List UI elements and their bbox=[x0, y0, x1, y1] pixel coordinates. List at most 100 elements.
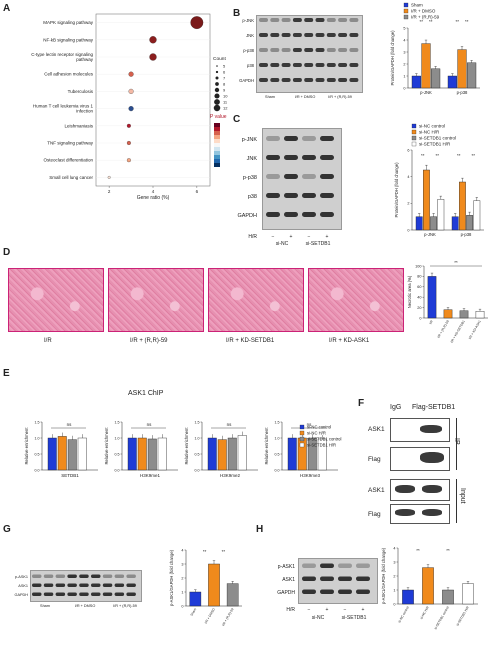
panel-letter-a: A bbox=[3, 3, 11, 14]
panel-e-significance: ns bbox=[227, 422, 233, 427]
f-input-bracket bbox=[456, 479, 457, 523]
panel-a-legend-p-gradient bbox=[214, 139, 220, 143]
panel-b-blot-band bbox=[270, 33, 280, 37]
panel-h-blot-band bbox=[320, 576, 334, 581]
panel-h-hr-mark: − bbox=[308, 607, 311, 613]
panel-b-blot-band bbox=[349, 78, 359, 82]
panel-c-significance: ** bbox=[421, 153, 425, 158]
panel-a-legend-count-label: 9 bbox=[223, 88, 226, 93]
panel-a-legend-p-gradient bbox=[214, 123, 220, 127]
chartC-category-label: p-JNK bbox=[424, 232, 436, 237]
panel-b-blot-band bbox=[315, 48, 325, 52]
panel-b-legend-swatch bbox=[403, 14, 409, 20]
panel-c-group-label: si-SETDB1 bbox=[306, 241, 331, 247]
panel-e-category-label: H3K9me2 bbox=[220, 473, 241, 478]
histology-label-ir: I/R bbox=[44, 338, 52, 344]
chartG-category-label: Sham bbox=[190, 607, 198, 617]
panel-c-blot-band bbox=[302, 136, 316, 141]
panel-b-legend-label: I/R + (R,R)-59 bbox=[411, 15, 440, 20]
panel-c-significance: ** bbox=[435, 153, 439, 158]
f-band-ask1-input-2 bbox=[422, 485, 442, 493]
panel-a-xtick-label: 4 bbox=[152, 189, 155, 194]
panel-a-legend-p-gradient bbox=[214, 127, 220, 131]
panel-c-hr-mark: − bbox=[308, 234, 311, 240]
panel-e-ytick-label: 0.5 bbox=[115, 452, 120, 456]
panel-c-significance: ** bbox=[457, 153, 461, 158]
panel-b-blot-band bbox=[326, 78, 336, 82]
panel-a-legend-count-label: 10 bbox=[223, 94, 228, 99]
panel-h-blot-row-label: GAPDH bbox=[277, 590, 295, 596]
panel-b-blot-band bbox=[326, 48, 336, 52]
panel-g-blot-band bbox=[91, 592, 101, 596]
panel-c-legend-swatch bbox=[411, 123, 417, 129]
panel-a-dot bbox=[128, 106, 134, 112]
f-row-label-ask1-input: ASK1 bbox=[368, 487, 385, 494]
panel-letter-d: D bbox=[3, 247, 11, 258]
panel-a-pathway-label: TNF signaling pathway bbox=[47, 141, 94, 146]
panel-a-legend-p-gradient bbox=[214, 147, 220, 151]
chartB-ytick-label: 1 bbox=[403, 74, 405, 78]
panel-e-ytick-label: 0.5 bbox=[275, 452, 280, 456]
chartB-category-label: p-JNK bbox=[420, 90, 432, 95]
f-band-ask1-input-1 bbox=[395, 485, 415, 493]
panel-e-ytick-label: 1.0 bbox=[195, 436, 200, 440]
panel-h-hr-mark: + bbox=[326, 607, 329, 613]
panel-e-ylabel: Relative enrichment bbox=[24, 427, 29, 465]
chartG-ylabel: p-ASK1/GAPDH (fold change) bbox=[169, 549, 174, 606]
panel-h-blot-band bbox=[302, 563, 316, 568]
panel-g-blot-band bbox=[102, 592, 113, 596]
panel-a-legend-count-dot bbox=[215, 76, 219, 80]
panel-g-significance: ** bbox=[203, 549, 207, 554]
panel-a-legend-count-dot bbox=[216, 65, 218, 67]
histology-label-ir-kd-setdb1: I/R + KD-SETDB1 bbox=[226, 338, 275, 344]
panel-b-blot-band bbox=[338, 78, 348, 82]
chartB-ytick-label: 0 bbox=[403, 86, 405, 90]
chartH-ytick-label: 4 bbox=[393, 546, 395, 550]
histology-label-ir-kd-ask1: I/R + KD-ASK1 bbox=[329, 338, 370, 344]
panel-b-blot-band bbox=[326, 33, 336, 37]
panel-g-blot-band bbox=[91, 574, 101, 578]
panel-b-blot-band bbox=[259, 33, 268, 37]
panel-a-legend-count-label: 8 bbox=[223, 82, 226, 87]
histology-label-ir-rr59: I/R + (R,R)-59 bbox=[130, 338, 168, 344]
panel-c-blot-row-label: JNK bbox=[247, 156, 258, 162]
panel-c-legend-label: si-SETDB1 H/R bbox=[419, 142, 451, 147]
chartH-category-label: si-SETDB1 control bbox=[433, 605, 450, 630]
panel-e-legend-swatch bbox=[299, 424, 305, 430]
panel-b-blot-band bbox=[281, 63, 291, 67]
panel-h-blot-band bbox=[356, 589, 370, 594]
panel-b-group-label: I/R + (R,R)-59 bbox=[328, 95, 352, 99]
panel-b-blot-band bbox=[281, 18, 291, 22]
panel-letter-g: G bbox=[3, 524, 11, 535]
panel-a-xtick-label: 2 bbox=[108, 189, 111, 194]
panel-c-legend-swatch bbox=[411, 141, 417, 147]
panel-b-blot-band bbox=[338, 63, 348, 67]
panel-e-ylabel: Relative enrichment bbox=[184, 427, 189, 465]
panel-e-legend-label: si-SETDB1 H/R bbox=[307, 443, 336, 448]
panel-a-dot bbox=[126, 158, 131, 163]
panel-a-legend-p-gradient bbox=[214, 151, 220, 155]
chartD-ytick-label: 40 bbox=[417, 296, 421, 300]
panel-e-ytick-label: 1.0 bbox=[275, 436, 280, 440]
panel-g-group-label: Sham bbox=[40, 604, 50, 608]
panel-c-legend-label: si-NC control bbox=[419, 124, 445, 129]
panel-a-legend-p-gradient bbox=[214, 159, 220, 163]
panel-c-hr-mark: + bbox=[290, 234, 293, 240]
panel-h-blot-band bbox=[338, 576, 352, 581]
panel-a-pathway-label: Small cell lung cancer bbox=[49, 175, 93, 180]
panel-b-blot-band bbox=[259, 48, 268, 52]
chartC-ytick-label: 4 bbox=[407, 175, 409, 179]
histology-image-ir-kd-ask1 bbox=[308, 268, 404, 332]
panel-h-blot-band bbox=[320, 563, 334, 568]
panel-a-dot bbox=[128, 88, 134, 94]
panel-g-blot-band bbox=[32, 583, 42, 587]
panel-a-pathway-label: Osteoclast differentiation bbox=[44, 158, 94, 163]
panel-b-blot-band bbox=[304, 63, 314, 67]
panel-b-blot-band bbox=[259, 78, 268, 82]
panel-b-blot-band bbox=[315, 18, 325, 22]
panel-h-blot-band bbox=[356, 576, 370, 581]
chartC-ylabel: Protein/GAPDH (fold change) bbox=[394, 162, 399, 218]
